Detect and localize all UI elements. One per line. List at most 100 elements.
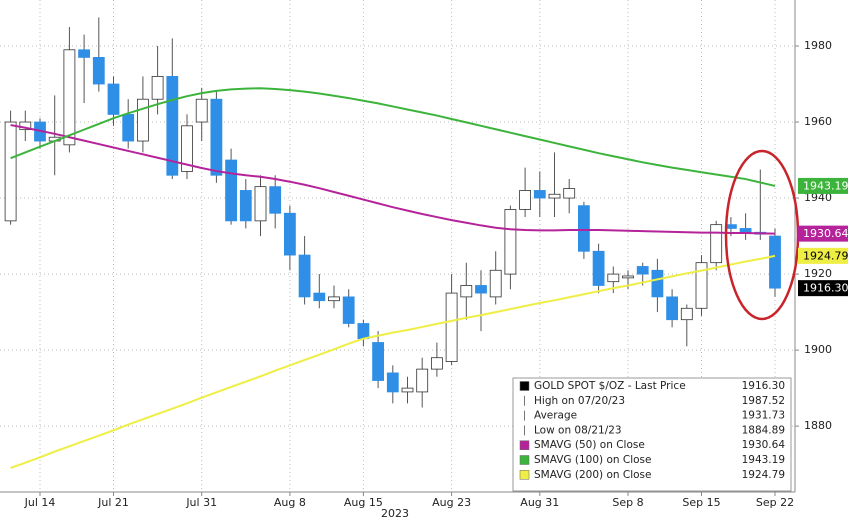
- candle-body: [739, 228, 752, 233]
- candle-body: [430, 357, 443, 370]
- legend-label: SMAVG (100) on Close: [534, 454, 651, 466]
- legend-label: Average: [534, 410, 577, 422]
- legend-value: 1924.79: [742, 469, 785, 481]
- candle-body: [622, 275, 634, 279]
- x-tick-label: Aug 23: [432, 496, 471, 509]
- candle-body: [578, 205, 590, 252]
- moving-average-line: [10, 254, 776, 469]
- candle-body: [357, 323, 370, 340]
- price-tag-label: 1924.79: [803, 249, 848, 262]
- candle-body: [4, 121, 17, 222]
- price-tag: [798, 177, 848, 194]
- candle-body: [636, 266, 649, 275]
- candle-body: [372, 342, 385, 381]
- candle-body: [92, 57, 105, 85]
- candle-body: [151, 76, 164, 100]
- legend-value: 1943.19: [742, 454, 785, 466]
- candle-body: [710, 224, 723, 264]
- legend-label: GOLD SPOT $/OZ - Last Price: [534, 380, 686, 392]
- x-tick-label: Sep 15: [682, 496, 720, 509]
- x-tick-label: Aug 31: [520, 496, 559, 509]
- y-tick-label: 1980: [804, 39, 832, 52]
- price-tag-label: 1916.30: [803, 282, 848, 295]
- legend: GOLD SPOT $/OZ - Last Price 1916.30 High o…: [512, 377, 792, 492]
- legend-swatch: [519, 381, 530, 391]
- x-tick-label: Jul 31: [185, 496, 217, 509]
- price-tag: [798, 247, 848, 264]
- legend-box: [512, 377, 792, 492]
- x-tick-label: Aug 15: [344, 496, 383, 509]
- candle-body: [695, 262, 708, 309]
- x-axis-label: 2023: [381, 507, 409, 520]
- candle-body: [136, 98, 149, 142]
- candle-body: [460, 285, 473, 298]
- candle-body: [225, 159, 238, 222]
- candle-body: [283, 212, 296, 256]
- legend-label: High on 07/20/23: [534, 395, 625, 407]
- price-tag: [798, 280, 848, 297]
- price-tag-label: 1943.19: [803, 179, 848, 192]
- x-tick-label: Jul 21: [97, 496, 129, 509]
- candle-body: [489, 269, 502, 298]
- legend-swatch: [519, 470, 530, 480]
- legend-value: 1884.89: [742, 424, 785, 436]
- candle-body: [239, 190, 252, 222]
- y-tick-label: 1940: [804, 191, 832, 204]
- legend-swatch: [519, 455, 530, 465]
- legend-label: SMAVG (200) on Close: [534, 469, 651, 481]
- candle-body: [298, 254, 311, 298]
- candle-body: [269, 186, 282, 214]
- candle-body: [769, 235, 781, 289]
- candle-body: [548, 193, 561, 199]
- candle-body: [107, 83, 120, 115]
- legend-value: 1930.64: [742, 439, 786, 451]
- legend-swatch: [519, 440, 530, 450]
- candle-body: [122, 114, 135, 142]
- y-tick-label: 1920: [804, 267, 832, 280]
- legend-value: 1987.52: [742, 395, 785, 407]
- x-tick-label: Jul 14: [24, 496, 56, 509]
- candle-body: [592, 250, 605, 286]
- plot: [4, 17, 781, 469]
- candle-body: [563, 188, 576, 199]
- candle-body: [313, 292, 326, 302]
- y-tick-label: 1960: [804, 115, 832, 128]
- price-tags: 1930.64 1943.19 1924.79 1916.30: [798, 177, 848, 297]
- legend-value: 1916.30: [742, 380, 785, 392]
- candle-body: [195, 98, 208, 123]
- moving-average-line: [10, 124, 776, 235]
- candle-body: [504, 209, 517, 275]
- candle-body: [416, 368, 429, 393]
- price-tag-label: 1930.64: [803, 227, 848, 240]
- legend-label: SMAVG (50) on Close: [534, 439, 645, 451]
- legend-value: 1931.73: [742, 410, 785, 422]
- price-tag: [798, 225, 848, 242]
- candle-body: [401, 387, 414, 393]
- candle-body: [181, 125, 193, 172]
- y-tick-label: 1900: [804, 343, 832, 356]
- candle-body: [651, 269, 664, 298]
- candle-body: [166, 76, 179, 176]
- candle-body: [445, 292, 458, 362]
- candle-body: [63, 49, 76, 146]
- candle-body: [680, 307, 693, 321]
- candle-body: [210, 98, 223, 176]
- x-tick-label: Sep 8: [612, 496, 643, 509]
- candle-body: [342, 296, 355, 324]
- candle-body: [666, 296, 678, 321]
- legend-label: Low on 08/21/23: [534, 424, 622, 436]
- candle-body: [533, 190, 546, 199]
- candle-body: [607, 273, 620, 283]
- candle-body: [328, 296, 340, 302]
- x-tick-label: Aug 8: [274, 496, 306, 509]
- x-tick-label: Sep 22: [756, 496, 794, 509]
- candle-body: [78, 49, 90, 58]
- moving-average-line: [10, 87, 776, 187]
- grid: 1880 1900 1920 1940 1960 1980 Jul 14 Jul 21 Jul …: [0, 0, 832, 509]
- y-tick-label: 1880: [804, 419, 832, 432]
- candle-body: [519, 190, 531, 210]
- candle-body: [254, 186, 267, 222]
- candle-body: [386, 372, 399, 393]
- candle-body: [475, 285, 487, 294]
